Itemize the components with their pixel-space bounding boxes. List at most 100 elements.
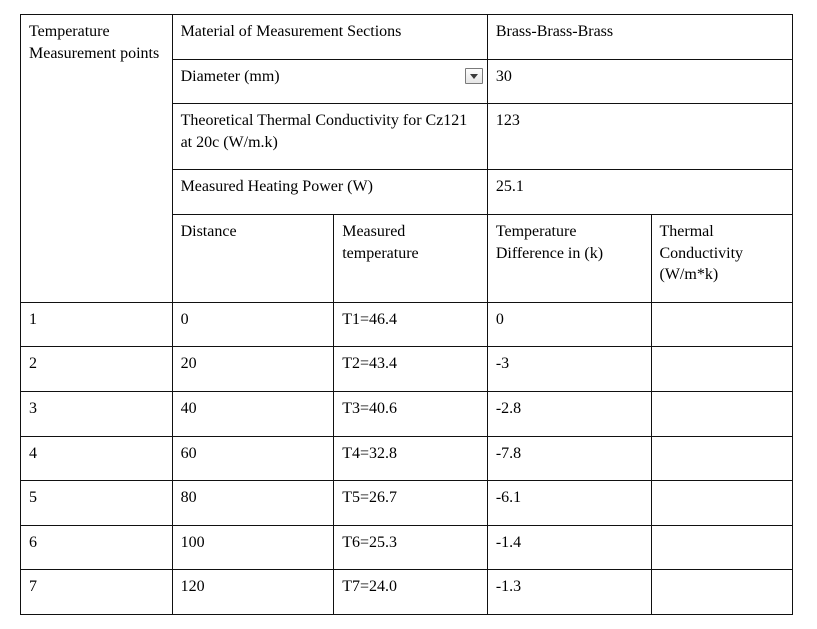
cell-cond: [651, 570, 793, 615]
temp-value: T4=32.8: [342, 445, 397, 462]
table-row: 4 60 T4=32.8 -7.8: [21, 436, 793, 481]
distance-value: 0: [181, 311, 189, 328]
theoretical-value: 123: [496, 112, 520, 129]
distance-value: 120: [181, 578, 205, 595]
theoretical-value-cell: 123: [487, 104, 792, 170]
col-distance: Distance: [172, 214, 334, 302]
table-row: 6 100 T6=25.3 -1.4: [21, 525, 793, 570]
diff-value: -6.1: [496, 489, 521, 506]
cell-cond: [651, 481, 793, 526]
cell-point: 3: [21, 391, 173, 436]
cell-temp: T1=46.4: [334, 302, 488, 347]
cell-point: 2: [21, 347, 173, 392]
cell-point: 1: [21, 302, 173, 347]
material-label: Material of Measurement Sections: [181, 23, 402, 40]
diff-value: -1.4: [496, 534, 521, 551]
cell-diff: -1.4: [487, 525, 651, 570]
material-label-cell: Material of Measurement Sections: [172, 15, 487, 60]
cell-diff: -1.3: [487, 570, 651, 615]
diff-value: -2.8: [496, 400, 521, 417]
temp-value: T2=43.4: [342, 355, 397, 372]
col-measured-temp: Measured temperature: [334, 214, 488, 302]
cell-temp: T6=25.3: [334, 525, 488, 570]
diff-value: 0: [496, 311, 504, 328]
cell-cond: [651, 525, 793, 570]
temp-value: T1=46.4: [342, 311, 397, 328]
point-value: 2: [29, 355, 37, 372]
col-distance-label: Distance: [181, 223, 237, 240]
cell-temp: T5=26.7: [334, 481, 488, 526]
table-row: 5 80 T5=26.7 -6.1: [21, 481, 793, 526]
cell-temp: T2=43.4: [334, 347, 488, 392]
cell-diff: -2.8: [487, 391, 651, 436]
distance-value: 20: [181, 355, 197, 372]
cell-temp: T7=24.0: [334, 570, 488, 615]
temp-value: T7=24.0: [342, 578, 397, 595]
power-label-cell: Measured Heating Power (W): [172, 170, 487, 215]
point-value: 1: [29, 311, 37, 328]
diff-value: -3: [496, 355, 509, 372]
col-temp-diff: Temperature Difference in (k): [487, 214, 651, 302]
point-value: 7: [29, 578, 37, 595]
temp-value: T6=25.3: [342, 534, 397, 551]
cell-diff: -7.8: [487, 436, 651, 481]
power-value-cell: 25.1: [487, 170, 792, 215]
cell-distance: 0: [172, 302, 334, 347]
power-value: 25.1: [496, 178, 524, 195]
thermal-table: Temperature Measurement points Material …: [20, 14, 793, 615]
cell-distance: 60: [172, 436, 334, 481]
cell-cond: [651, 302, 793, 347]
point-value: 4: [29, 445, 37, 462]
power-label: Measured Heating Power (W): [181, 178, 373, 195]
cell-distance: 80: [172, 481, 334, 526]
table-row: 1 0 T1=46.4 0: [21, 302, 793, 347]
point-value: 6: [29, 534, 37, 551]
header-row-material: Temperature Measurement points Material …: [21, 15, 793, 60]
col-thermal-cond: Thermal Conductivity (W/m*k): [651, 214, 793, 302]
points-label: Temperature Measurement points: [29, 23, 159, 62]
col-measured-temp-label: Measured temperature: [342, 223, 418, 262]
col-temp-diff-label: Temperature Difference in (k): [496, 223, 603, 262]
distance-value: 40: [181, 400, 197, 417]
cell-diff: -3: [487, 347, 651, 392]
distance-value: 60: [181, 445, 197, 462]
cell-cond: [651, 436, 793, 481]
cell-distance: 120: [172, 570, 334, 615]
theoretical-label: Theoretical Thermal Conductivity for Cz1…: [181, 112, 468, 151]
dropdown-icon[interactable]: [465, 68, 483, 84]
table-row: 2 20 T2=43.4 -3: [21, 347, 793, 392]
point-value: 5: [29, 489, 37, 506]
points-label-cell: Temperature Measurement points: [21, 15, 173, 303]
diameter-value-cell: 30: [487, 59, 792, 104]
cell-cond: [651, 391, 793, 436]
cell-point: 5: [21, 481, 173, 526]
col-thermal-cond-label: Thermal Conductivity (W/m*k): [660, 223, 744, 283]
material-value: Brass-Brass-Brass: [496, 23, 613, 40]
cell-point: 6: [21, 525, 173, 570]
cell-distance: 20: [172, 347, 334, 392]
point-value: 3: [29, 400, 37, 417]
cell-temp: T4=32.8: [334, 436, 488, 481]
distance-value: 80: [181, 489, 197, 506]
theoretical-label-cell: Theoretical Thermal Conductivity for Cz1…: [172, 104, 487, 170]
cell-point: 4: [21, 436, 173, 481]
diff-value: -7.8: [496, 445, 521, 462]
temp-value: T5=26.7: [342, 489, 397, 506]
table-row: 7 120 T7=24.0 -1.3: [21, 570, 793, 615]
cell-diff: 0: [487, 302, 651, 347]
table-row: 3 40 T3=40.6 -2.8: [21, 391, 793, 436]
diameter-label-cell: Diameter (mm): [172, 59, 487, 104]
cell-temp: T3=40.6: [334, 391, 488, 436]
table-container: Temperature Measurement points Material …: [0, 0, 817, 629]
diff-value: -1.3: [496, 578, 521, 595]
material-value-cell: Brass-Brass-Brass: [487, 15, 792, 60]
cell-cond: [651, 347, 793, 392]
cell-point: 7: [21, 570, 173, 615]
distance-value: 100: [181, 534, 205, 551]
cell-distance: 40: [172, 391, 334, 436]
temp-value: T3=40.6: [342, 400, 397, 417]
diameter-value: 30: [496, 68, 512, 85]
cell-diff: -6.1: [487, 481, 651, 526]
diameter-label: Diameter (mm): [181, 68, 280, 85]
cell-distance: 100: [172, 525, 334, 570]
